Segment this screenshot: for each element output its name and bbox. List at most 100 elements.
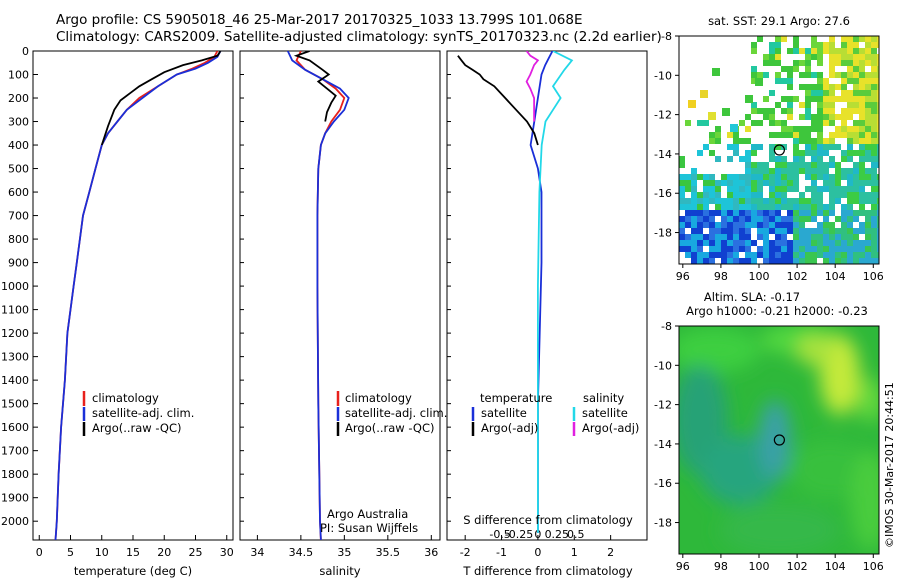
- sst-cell: [847, 144, 853, 150]
- sst-cell: [811, 114, 817, 120]
- sst-cell: [793, 132, 799, 138]
- sst-cell: [877, 36, 879, 42]
- sst-cell: [781, 222, 787, 228]
- sst-cell: [823, 42, 829, 48]
- sst-cell: [769, 222, 775, 228]
- sst-cell: [859, 240, 865, 246]
- sla-blob: [797, 334, 833, 366]
- sst-cell: [679, 186, 685, 192]
- sst-cell: [853, 48, 859, 54]
- sst-cell: [697, 246, 703, 252]
- x-tick-label: 20: [157, 546, 171, 559]
- sst-cell: [727, 204, 733, 210]
- sst-cell: [805, 210, 811, 216]
- sst-cell: [727, 228, 733, 234]
- sst-cell: [757, 210, 763, 216]
- sst-cell: [847, 126, 853, 132]
- sst-cell: [859, 204, 865, 210]
- sst-cell: [769, 132, 775, 138]
- sst-cell: [859, 180, 865, 186]
- depth-tick-label: 1800: [1, 468, 29, 481]
- sst-cell: [787, 114, 793, 120]
- sst-cell: [703, 240, 709, 246]
- sst-cell: [751, 204, 757, 210]
- sst-cell: [853, 108, 859, 114]
- sla-map-title-1: Altim. SLA: -0.17: [704, 290, 800, 304]
- sst-cell: [793, 96, 799, 102]
- sst-cell: [781, 174, 787, 180]
- sst-cell: [703, 204, 709, 210]
- sst-cell: [865, 210, 871, 216]
- sst-cell: [853, 240, 859, 246]
- sst-cell: [865, 174, 871, 180]
- sst-cell: [781, 66, 787, 72]
- depth-tick-label: 500: [8, 163, 29, 176]
- temperature-legend: climatology satellite-adj. clim. Argo(..…: [82, 391, 194, 436]
- x-tick-label: 10: [95, 546, 109, 559]
- sst-cell: [877, 258, 879, 264]
- sst-cell: [865, 150, 871, 156]
- sst-cell: [763, 234, 769, 240]
- sst-cell: [871, 96, 877, 102]
- sst-cell: [775, 168, 781, 174]
- sst-cell: [793, 246, 799, 252]
- sst-cell: [739, 120, 745, 126]
- sst-cell: [817, 72, 823, 78]
- sst-cell: [769, 204, 775, 210]
- sst-cell: [709, 228, 715, 234]
- sst-cell: [757, 222, 763, 228]
- sst-cell: [835, 168, 841, 174]
- sst-cell: [847, 252, 853, 258]
- sst-cell: [859, 186, 865, 192]
- sst-cell: [751, 180, 757, 186]
- sst-cell: [811, 204, 817, 210]
- sst-cell: [847, 192, 853, 198]
- sst-cell: [733, 192, 739, 198]
- annotation-argo-australia: Argo Australia: [327, 507, 408, 521]
- sst-cell: [853, 138, 859, 144]
- salinity-y-ticks: [240, 50, 244, 522]
- sst-cell: [769, 168, 775, 174]
- sst-cell: [805, 228, 811, 234]
- sst-cell: [823, 96, 829, 102]
- sst-cell: [721, 210, 727, 216]
- sst-cell: [829, 252, 835, 258]
- sst-cell: [877, 210, 879, 216]
- sst-cell: [679, 204, 685, 210]
- sst-cell: [841, 168, 847, 174]
- sst-cell: [787, 216, 793, 222]
- sst-cell: [847, 258, 853, 264]
- sst-map-axes: 96 98 100 102 104 106 -8 -10 -12 -14 -16 -18: [654, 30, 884, 283]
- sst-cell: [877, 54, 879, 60]
- sst-cell: [697, 192, 703, 198]
- sst-cell: [781, 168, 787, 174]
- sst-cell: [853, 180, 859, 186]
- sst-cell: [847, 156, 853, 162]
- sst-cell: [703, 120, 709, 126]
- sst-cell: [835, 186, 841, 192]
- sst-cell: [793, 198, 799, 204]
- sst-cell: [829, 48, 835, 54]
- sst-cell: [877, 246, 879, 252]
- legend-t-argo-label: Argo(-adj): [481, 421, 538, 435]
- sst-cell: [847, 132, 853, 138]
- map-x-tick-label: 102: [787, 560, 808, 573]
- sst-cell: [853, 78, 859, 84]
- sst-cell: [805, 144, 811, 150]
- sst-cell: [823, 48, 829, 54]
- sst-cell: [823, 90, 829, 96]
- sst-cell: [823, 144, 829, 150]
- sst-cell: [781, 192, 787, 198]
- sst-cell: [751, 258, 757, 264]
- map-y-tick-label: -10: [654, 69, 672, 82]
- sst-cell: [745, 186, 751, 192]
- sst-cell: [721, 198, 727, 204]
- x-tick-label: 2: [607, 546, 614, 559]
- map-x-tick-label: 104: [825, 560, 846, 573]
- sst-cell: [841, 54, 847, 60]
- sst-cell: [712, 68, 720, 76]
- sst-cell: [709, 246, 715, 252]
- sst-cell: [679, 234, 685, 240]
- sst-cell: [799, 150, 805, 156]
- depth-tick-label: 100: [8, 69, 29, 82]
